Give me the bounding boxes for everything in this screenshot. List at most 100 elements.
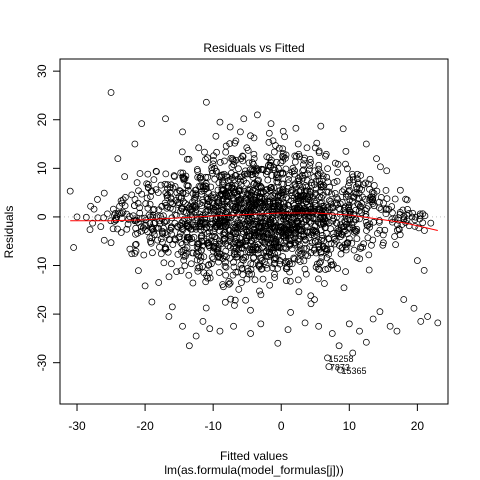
residual-point (209, 191, 217, 199)
residual-point (330, 230, 337, 237)
residual-point (424, 313, 431, 320)
residual-point (404, 206, 411, 213)
residual-point (234, 219, 242, 227)
residual-point (203, 194, 211, 202)
residual-point (402, 195, 409, 203)
residual-point (187, 260, 195, 268)
residual-point (354, 180, 362, 188)
residual-point (191, 204, 199, 212)
residual-point (138, 120, 146, 128)
residual-point (368, 188, 376, 196)
residual-point (233, 228, 241, 236)
residual-point (262, 248, 270, 256)
residual-point (118, 210, 126, 217)
residual-point (235, 246, 242, 253)
residual-point (251, 220, 259, 228)
residual-point (216, 269, 223, 276)
residual-point (180, 174, 188, 182)
residual-point (209, 160, 217, 168)
residual-point (327, 198, 335, 205)
residual-point (142, 200, 150, 207)
residual-point (211, 164, 218, 172)
residual-point (205, 239, 212, 247)
residual-point (204, 206, 212, 213)
residual-point (191, 186, 199, 194)
residual-point (357, 172, 365, 179)
residual-point (294, 219, 301, 227)
residual-point (349, 197, 356, 205)
residual-point (150, 231, 158, 239)
residual-point (267, 234, 275, 242)
residual-point (176, 187, 184, 195)
residual-point (311, 167, 319, 175)
residual-point (238, 173, 246, 181)
residual-point (317, 249, 325, 257)
residual-point (193, 166, 201, 173)
residual-point (296, 258, 304, 265)
residual-point (308, 205, 315, 213)
residual-point (214, 186, 222, 194)
x-tick-label: -10 (204, 419, 222, 433)
residual-point (169, 200, 176, 208)
residual-point (308, 239, 316, 247)
residual-point (294, 208, 302, 216)
residual-point (325, 197, 333, 204)
residual-point (356, 327, 363, 335)
residual-point (307, 300, 315, 308)
residual-point (311, 296, 318, 303)
residual-point (333, 177, 341, 185)
residual-point (312, 227, 320, 235)
residual-point (325, 235, 332, 243)
residual-point (313, 139, 321, 147)
residual-point (226, 279, 234, 287)
labeled-point (325, 363, 333, 370)
residual-point (202, 98, 210, 106)
y-tick-label: 10 (35, 161, 49, 175)
residual-point (329, 217, 337, 225)
residual-point (247, 266, 255, 273)
residual-point (227, 295, 235, 303)
residual-point (250, 220, 258, 227)
residual-point (250, 212, 258, 220)
residual-point (221, 262, 229, 270)
residual-point (226, 254, 234, 262)
residual-point (193, 250, 200, 258)
residual-point (134, 199, 142, 207)
residual-point (202, 180, 210, 187)
residual-point (183, 234, 191, 241)
residual-point (342, 160, 349, 168)
residual-point (195, 252, 203, 260)
residual-point (427, 219, 435, 227)
residual-point (306, 155, 314, 163)
residual-point (369, 315, 377, 323)
residual-point (211, 233, 219, 241)
residual-point (286, 171, 293, 179)
residual-point (323, 254, 331, 262)
residual-point (329, 204, 337, 212)
residual-point (357, 245, 364, 252)
residual-point (324, 265, 332, 273)
residual-point (346, 210, 354, 218)
residual-point (112, 215, 119, 223)
residual-point (246, 249, 254, 257)
residual-point (157, 250, 165, 258)
residual-point (94, 214, 102, 222)
residual-point (181, 262, 189, 270)
residual-point (353, 185, 361, 193)
residual-point (255, 245, 263, 253)
residual-point (201, 185, 209, 193)
residual-point (395, 216, 402, 224)
residual-point (345, 235, 353, 242)
residual-point (151, 219, 159, 227)
residual-point (237, 128, 244, 136)
residual-point (177, 239, 185, 247)
residual-point (326, 206, 333, 214)
residual-point (153, 168, 160, 175)
residual-point (140, 251, 148, 259)
residual-point (272, 211, 280, 218)
residual-point (250, 150, 258, 158)
residual-point (358, 200, 366, 207)
residual-point (198, 219, 206, 227)
residual-point (129, 212, 137, 220)
residual-point (392, 241, 399, 248)
